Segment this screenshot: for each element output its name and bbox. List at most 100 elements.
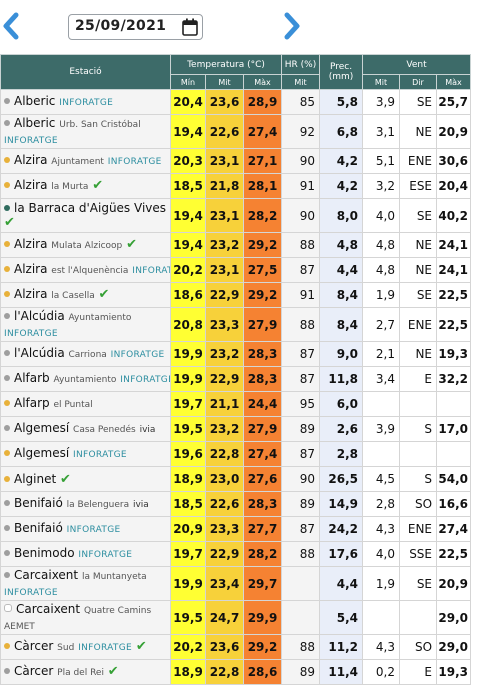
header-wind-dir[interactable]: Dir xyxy=(399,74,438,90)
temp-min-cell: 18,9 xyxy=(170,659,206,685)
station-name[interactable]: Alfarp xyxy=(14,396,50,410)
station-name[interactable]: Benimodo xyxy=(14,546,75,560)
station-cell[interactable]: Alfarp el Puntal xyxy=(0,391,171,417)
table-row[interactable]: Càrcer Sud INFORATGE ✔ 20,2 23,6 29,2 88 11,2… xyxy=(0,634,472,660)
table-row[interactable]: la Barraca d'Aigües Vives ✔ 19,4 23,1 28,2 9… xyxy=(0,198,472,233)
table-row[interactable]: l'Alcúdia Ayuntamiento INFORATGE 20,8 23,3… xyxy=(0,307,472,342)
station-name[interactable]: Algemesí xyxy=(14,421,70,435)
station-name[interactable]: Carcaixent xyxy=(16,601,81,616)
station-name[interactable]: Benifaió xyxy=(14,521,63,535)
temp-max-cell: 24,4 xyxy=(242,391,283,417)
station-name[interactable]: l'Alcúdia xyxy=(14,308,65,323)
next-day-button[interactable] xyxy=(281,12,303,40)
station-cell[interactable]: Alzira la Casella ✔ xyxy=(0,282,171,308)
station-status-dot xyxy=(4,350,10,356)
date-input[interactable]: 25/09/2021 xyxy=(68,14,203,40)
wind-mit-cell: 4,8 xyxy=(362,232,401,258)
temp-min-cell: 20,4 xyxy=(170,89,206,115)
station-cell[interactable]: Algemesí INFORATGE xyxy=(0,441,171,467)
station-cell[interactable]: Alzira la Murta ✔ xyxy=(0,173,171,199)
header-temp-min[interactable]: Mín xyxy=(170,74,206,90)
station-cell[interactable]: Benimodo INFORATGE xyxy=(0,541,171,567)
network-tag: INFORATGE xyxy=(4,587,58,598)
station-cell[interactable]: l'Alcúdia Carriona INFORATGE xyxy=(0,341,171,367)
precipitation-cell: 11,8 xyxy=(319,366,364,392)
precipitation-cell: 5,8 xyxy=(319,89,364,115)
station-name[interactable]: l'Alcúdia xyxy=(14,346,65,360)
header-prec[interactable]: Prec. (mm) xyxy=(319,54,364,90)
table-row[interactable]: l'Alcúdia Carriona INFORATGE 19,9 23,2 28,3… xyxy=(0,341,472,367)
table-row[interactable]: Alzira la Murta ✔ 18,5 21,8 28,1 91 4,2 3,2 ESE… xyxy=(0,173,472,199)
station-cell[interactable]: Alzira Mulata Alzicoop ✔ xyxy=(0,232,171,258)
table-row[interactable]: Càrcer Pla del Rei ✔ 18,9 22,8 28,6 89 11,4 0,… xyxy=(0,659,472,685)
precipitation-cell: 17,6 xyxy=(319,541,364,567)
station-cell[interactable]: Algemesí Casa Penedés ivia xyxy=(0,416,171,442)
header-station[interactable]: Estació xyxy=(0,54,171,90)
table-row[interactable]: Carcaixent Quatre Camins AEMET 19,5 24,7 29… xyxy=(0,600,472,635)
station-subname: el Puntal xyxy=(53,400,93,410)
calendar-icon[interactable] xyxy=(182,18,198,36)
station-name[interactable]: la Barraca d'Aigües Vives xyxy=(14,201,167,215)
station-name[interactable]: Càrcer xyxy=(14,639,54,653)
header-temp-max[interactable]: Màx xyxy=(242,74,283,90)
station-cell[interactable]: Alzira est l'Alquenència INFORATGE xyxy=(0,257,171,283)
table-row[interactable]: Benifaió la Belenguera ivia 18,5 22,6 28,3 8… xyxy=(0,491,472,517)
station-name[interactable]: Alzira xyxy=(14,237,48,251)
station-cell[interactable]: Alzira Ajuntament INFORATGE xyxy=(0,148,171,174)
table-row[interactable]: Alzira Ajuntament INFORATGE 20,3 23,1 27,1 9… xyxy=(0,148,472,174)
table-row[interactable]: Alfarb Ayuntamiento INFORATGE 19,9 22,9 28,… xyxy=(0,366,472,392)
table-row[interactable]: Carcaixent la Muntanyeta INFORATGE 19,9 23… xyxy=(0,566,472,601)
table-row[interactable]: Benimodo INFORATGE 19,7 22,9 28,2 88 17,6 4,0 S… xyxy=(0,541,472,567)
humidity-cell: 88 xyxy=(281,232,321,258)
table-row[interactable]: Alberic Urb. San Cristóbal INFORATGE 19,4… xyxy=(0,114,472,149)
station-cell[interactable]: Alginet ✔ xyxy=(0,466,171,492)
station-name[interactable]: Alfarb xyxy=(14,371,50,385)
table-row[interactable]: Algemesí Casa Penedés ivia 19,5 23,2 27,9 89… xyxy=(0,416,472,442)
temp-min-cell: 19,7 xyxy=(170,391,206,417)
table-row[interactable]: Algemesí INFORATGE 19,6 22,8 27,4 87 2,8 xyxy=(0,441,472,467)
station-cell[interactable]: l'Alcúdia Ayuntamiento INFORATGE xyxy=(0,307,171,342)
table-row[interactable]: Alfarp el Puntal 19,7 21,1 24,4 95 6,0 xyxy=(0,391,472,417)
prev-day-button[interactable] xyxy=(0,12,22,40)
station-name[interactable]: Alzira xyxy=(14,153,48,167)
station-cell[interactable]: Càrcer Pla del Rei ✔ xyxy=(0,659,171,685)
wind-dir-cell: E xyxy=(399,366,438,392)
station-cell[interactable]: Carcaixent la Muntanyeta INFORATGE xyxy=(0,566,171,601)
station-name[interactable]: Alzira xyxy=(14,262,48,276)
station-cell[interactable]: Alberic Urb. San Cristóbal INFORATGE xyxy=(0,114,171,149)
precipitation-cell: 4,4 xyxy=(319,257,364,283)
table-row[interactable]: Alzira est l'Alquenència INFORATGE20,223… xyxy=(0,257,472,283)
station-cell[interactable]: Benifaió INFORATGE xyxy=(0,516,171,542)
station-subname: Quatre Camins xyxy=(83,605,152,616)
station-cell[interactable]: Carcaixent Quatre Camins AEMET xyxy=(0,600,171,635)
station-cell[interactable]: Benifaió la Belenguera ivia xyxy=(0,491,171,517)
header-wind-max[interactable]: Màx xyxy=(436,74,472,90)
header-temp-mit[interactable]: Mit xyxy=(205,74,244,90)
station-name[interactable]: Algemesí xyxy=(14,446,70,460)
table-row[interactable]: Benifaió INFORATGE 20,9 23,3 27,7 87 24,2 4,3 E… xyxy=(0,516,472,542)
temp-max-cell: 27,1 xyxy=(242,148,283,174)
network-tag: INFORATGE xyxy=(4,135,58,146)
station-cell[interactable]: Alfarb Ayuntamiento INFORATGE xyxy=(0,366,171,392)
station-status-dot xyxy=(4,119,10,126)
station-name[interactable]: Carcaixent xyxy=(14,567,79,582)
table-row[interactable]: Alberic INFORATGE 20,4 23,6 28,9 85 5,8 3,9 SE 2… xyxy=(0,89,472,115)
wind-mit-cell xyxy=(362,441,401,467)
table-row[interactable]: Alzira Mulata Alzicoop ✔ 19,4 23,2 29,2 88 4,… xyxy=(0,232,472,258)
station-cell[interactable]: Càrcer Sud INFORATGE ✔ xyxy=(0,634,171,660)
station-cell[interactable]: Alberic INFORATGE xyxy=(0,89,171,115)
temp-max-cell: 27,4 xyxy=(242,441,283,467)
station-name[interactable]: Alzira xyxy=(14,287,48,301)
station-name[interactable]: Alberic xyxy=(14,94,56,108)
temp-max-cell: 29,2 xyxy=(242,232,283,258)
header-wind-mit[interactable]: Mit xyxy=(362,74,401,90)
station-name[interactable]: Alginet xyxy=(14,471,57,486)
table-row[interactable]: Alzira la Casella ✔ 18,6 22,9 29,2 91 8,4 1,9 S… xyxy=(0,282,472,308)
station-name[interactable]: Alzira xyxy=(14,178,48,192)
table-row[interactable]: Alginet ✔ 18,9 23,0 27,6 90 26,5 4,5 S 54,0 xyxy=(0,466,472,492)
station-name[interactable]: Càrcer xyxy=(14,664,54,678)
station-name[interactable]: Alberic xyxy=(14,115,56,130)
header-hr-mit[interactable]: Mit xyxy=(281,74,321,90)
station-name[interactable]: Benifaió xyxy=(14,496,63,510)
station-cell[interactable]: la Barraca d'Aigües Vives ✔ xyxy=(0,198,171,233)
